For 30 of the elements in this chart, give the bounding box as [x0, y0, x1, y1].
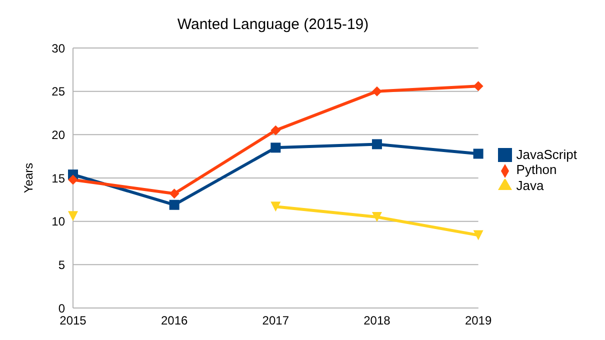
y-tick-label: 30 — [52, 41, 66, 56]
y-tick-label: 0 — [58, 301, 66, 316]
point — [372, 139, 382, 150]
chart-title: Wanted Language (2015-19) — [176, 16, 370, 33]
y-tick-label: 5 — [58, 258, 66, 272]
y-tick-label: 20 — [52, 128, 66, 142]
y-axis-title: Years — [21, 162, 36, 194]
legend-label: Java — [516, 178, 544, 193]
point — [473, 230, 484, 240]
point — [372, 212, 382, 222]
x-tick-label: 2019 — [464, 314, 492, 328]
point — [270, 142, 281, 153]
point — [372, 86, 382, 96]
y-tick-label: 10 — [52, 214, 66, 229]
y-tick-label: 15 — [52, 171, 66, 186]
point — [169, 200, 180, 210]
point — [473, 81, 484, 92]
y-tick-label: 25 — [52, 84, 66, 99]
legend-label: JavaScript — [516, 146, 577, 162]
legend-label: Python — [516, 162, 557, 178]
x-tick-label: 2015 — [60, 314, 87, 328]
x-tick-label: 2016 — [160, 314, 188, 328]
point — [169, 188, 180, 199]
point — [270, 202, 281, 212]
point — [270, 125, 281, 136]
x-tick-label: 2017 — [262, 314, 290, 328]
point — [473, 148, 484, 159]
point — [68, 174, 78, 185]
point — [68, 211, 78, 222]
x-tick-label: 2018 — [364, 314, 391, 328]
